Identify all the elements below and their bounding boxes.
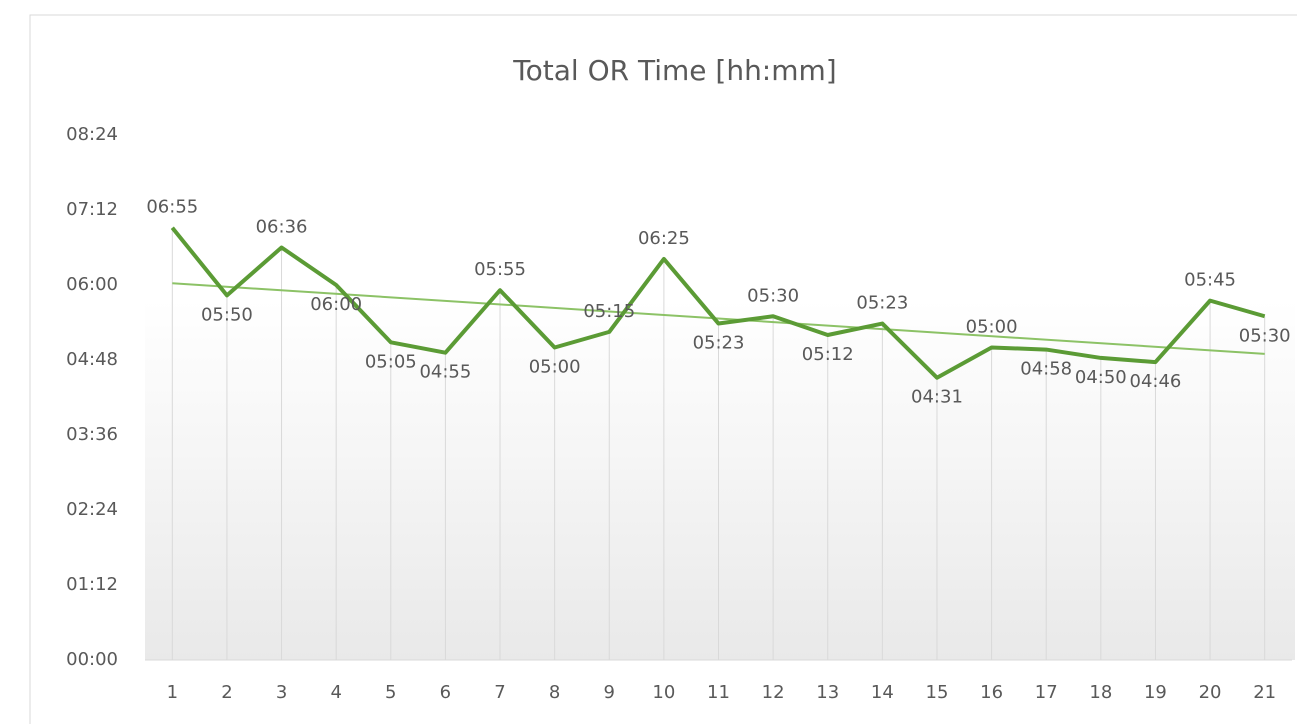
x-tick-label: 3 [276,682,287,703]
data-label: 05:00 [529,357,581,378]
data-label: 04:31 [911,387,963,408]
x-tick-label: 18 [1089,682,1112,703]
data-label: 05:30 [747,285,799,306]
x-tick-label: 15 [926,682,949,703]
y-tick-label: 08:24 [66,124,118,145]
data-label: 06:00 [310,294,362,315]
y-tick-label: 06:00 [66,274,118,295]
x-tick-label: 6 [440,682,451,703]
data-label: 05:45 [1184,270,1236,291]
chart-title: Total OR Time [hh:mm] [512,54,836,87]
trendline [172,282,1265,355]
data-label: 04:46 [1130,371,1182,392]
y-tick-label: 03:36 [66,424,118,445]
x-tick-label: 12 [762,682,785,703]
x-tick-label: 21 [1253,682,1276,703]
data-label: 06:25 [638,228,690,249]
x-tick-label: 13 [816,682,839,703]
x-tick-label: 9 [604,682,615,703]
x-tick-label: 2 [221,682,232,703]
y-tick-label: 02:24 [66,499,118,520]
data-label: 05:12 [802,344,854,365]
line-series [170,226,1266,380]
x-tick-label: 14 [871,682,894,703]
y-tick-label: 01:12 [66,574,118,595]
x-tick-label: 11 [707,682,730,703]
data-label: 05:23 [693,333,745,354]
x-tick-label: 20 [1199,682,1222,703]
y-tick-label: 07:12 [66,199,118,220]
y-tick-label: 00:00 [66,649,118,670]
x-tick-label: 17 [1035,682,1058,703]
x-tick-label: 4 [330,682,341,703]
data-label: 06:55 [146,197,198,218]
y-tick-label: 04:48 [66,349,118,370]
x-tick-label: 10 [652,682,675,703]
data-label: 05:30 [1239,325,1291,346]
data-label: 06:36 [256,217,308,238]
data-label: 04:58 [1020,359,1072,380]
x-tick-label: 8 [549,682,560,703]
x-tick-label: 5 [385,682,396,703]
x-tick-label: 7 [494,682,505,703]
data-label: 04:55 [419,362,471,383]
data-label: 04:50 [1075,367,1127,388]
x-tick-label: 16 [980,682,1003,703]
x-tick-label: 19 [1144,682,1167,703]
data-label: 05:23 [856,293,908,314]
data-label: 05:05 [365,351,417,372]
data-label: 05:55 [474,259,526,280]
plot-shade [145,300,1295,660]
data-label: 05:50 [201,304,253,325]
x-tick-label: 1 [167,682,178,703]
data-label: 05:00 [966,317,1018,338]
data-label: 05:15 [583,301,635,322]
